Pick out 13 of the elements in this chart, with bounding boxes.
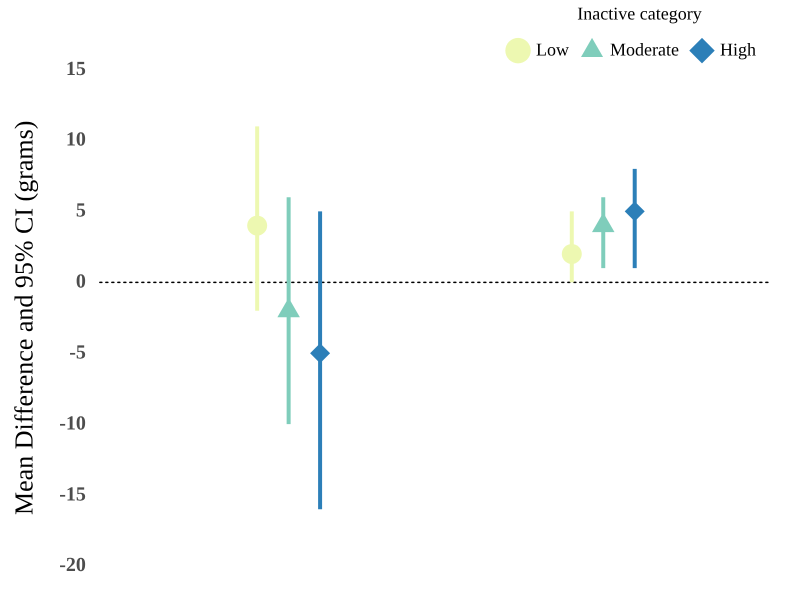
y-tick-label: -5 [69,341,86,364]
legend-label: Low [536,39,570,60]
legend-label: High [720,39,756,60]
y-tick-label: -10 [59,412,86,434]
y-tick-label: 15 [66,58,86,80]
y-tick-label: 5 [76,200,86,222]
legend-label: Moderate [610,39,680,60]
y-tick-label: -20 [59,554,86,576]
y-tick-label: -15 [59,483,86,506]
y-axis-title: Mean Difference and 95% CI (grams) [9,120,38,516]
y-tick-label: 10 [66,128,86,151]
y-tick-label: 0 [76,270,86,293]
legend-title: Inactive category [577,4,702,24]
